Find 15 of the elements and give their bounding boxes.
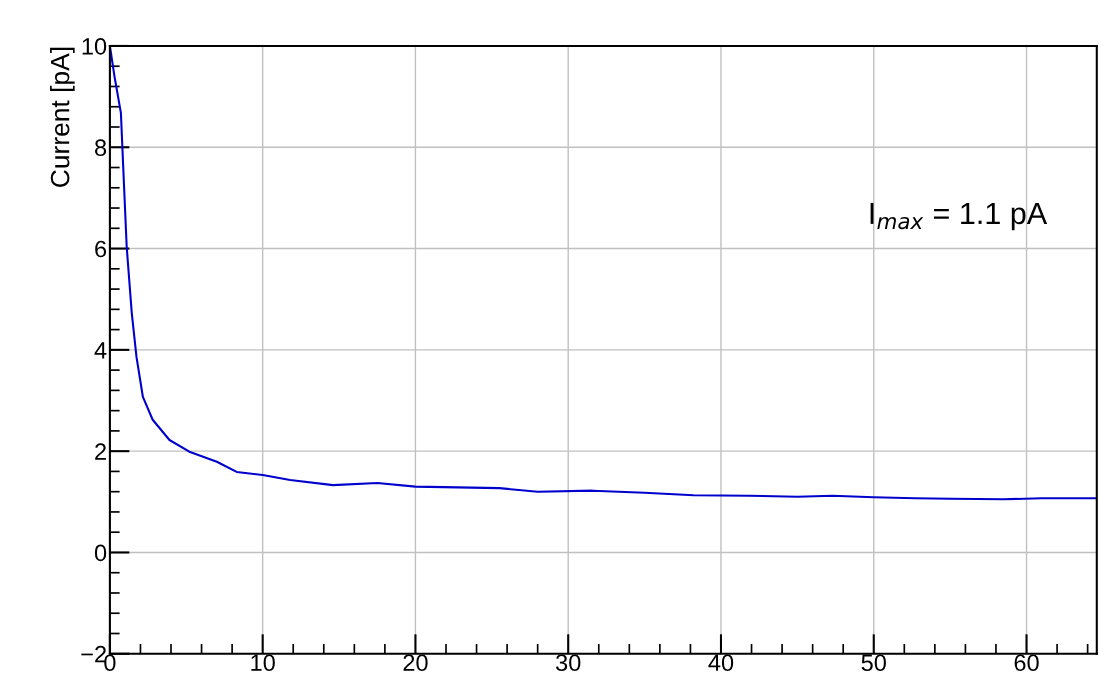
y-tick-label: 8 — [95, 139, 107, 157]
x-tick-label: 10 — [251, 654, 275, 672]
x-tick-label: 50 — [861, 654, 886, 672]
annotation: I$_{max}$ = 1.1 pA — [870, 202, 1048, 231]
y-tick-label: 4 — [94, 342, 107, 359]
y-tick-label: 6 — [95, 240, 107, 258]
y-tick-label: 0 — [94, 544, 107, 562]
y-tick-label: −2 — [81, 645, 106, 663]
y-axis-title: Current [pA] — [50, 47, 75, 187]
x-tick-label: 40 — [708, 654, 734, 672]
y-tick-label: 10 — [82, 38, 107, 55]
x-tick-label: 20 — [403, 654, 428, 672]
x-tick-label: 30 — [555, 654, 581, 672]
x-tick-label: 60 — [1014, 654, 1039, 672]
y-tick-label: 2 — [95, 443, 106, 460]
